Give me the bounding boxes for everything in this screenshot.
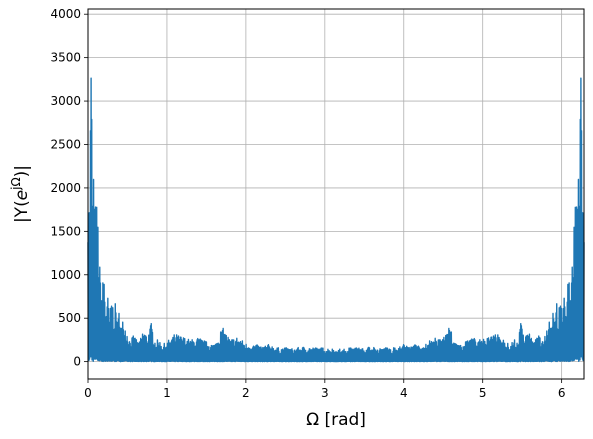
spectrum-line [87,77,585,363]
x-tick-label: 1 [163,386,171,400]
x-tick-label: 4 [400,386,408,400]
y-tick-label: 2000 [50,181,81,195]
axis-ticks: 0 1 2 3 4 5 6 0 500 1000 1500 2000 2500 3000 3500 4000 [50,7,565,400]
axes-frame [87,8,585,380]
y-axis-label: |Y(ejΩ)| [9,165,32,223]
plot-area [87,77,585,363]
y-tick-label: 3000 [50,94,81,108]
x-tick-label: 3 [321,386,329,400]
y-tick-label: 0 [73,355,81,369]
y-tick-label: 3500 [50,51,81,65]
grid-lines [87,9,584,379]
y-axis-label-base: e [12,190,32,200]
y-axis-label-prefix: |Y( [12,200,32,223]
y-tick-label: 1000 [50,268,81,282]
y-axis-label-suffix: )| [12,165,32,177]
y-tick-label: 4000 [50,7,81,21]
y-tick-label: 1500 [50,224,81,238]
y-tick-label: 2500 [50,137,81,151]
x-tick-label: 6 [558,386,566,400]
y-tick-label: 500 [58,311,81,325]
x-tick-label: 0 [84,386,92,400]
x-tick-label: 2 [242,386,250,400]
x-axis-label: Ω [rad] [306,410,366,430]
x-tick-label: 5 [479,386,487,400]
y-axis-label-superscript: jΩ [9,177,23,191]
